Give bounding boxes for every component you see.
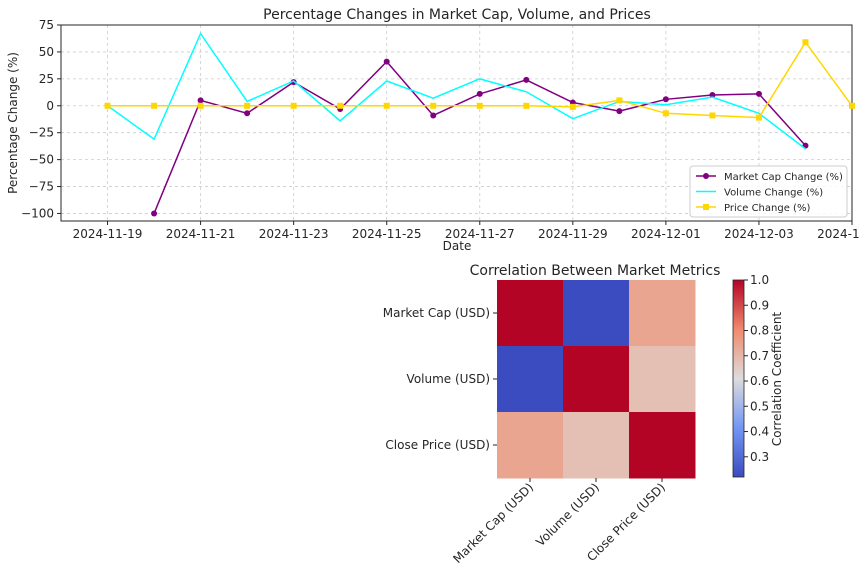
data-point	[616, 108, 623, 115]
data-point	[523, 102, 530, 109]
y-tick-label: 50	[39, 45, 54, 59]
legend-label: Volume Change (%)	[724, 188, 823, 199]
data-point	[569, 103, 576, 110]
series-1	[107, 32, 806, 150]
legend-label: Market Cap Change (%)	[724, 172, 843, 183]
colorbar-tick-label: 0.6	[750, 374, 769, 388]
y-tick-label: 25	[39, 72, 54, 86]
legend-frame	[689, 165, 848, 218]
row-label: Close Price (USD)	[385, 438, 490, 452]
colorbar-ticks: 1.0 0.9 0.8 0.7 0.6 0.5 0.4 0.3	[744, 273, 769, 464]
y-tick-label: −75	[29, 180, 54, 194]
data-point	[476, 102, 483, 109]
line-chart-legend: Market Cap Change (%) Volume Change (%) Pr…	[689, 165, 848, 218]
line-chart-y-ticks: 75 50 25 0 −25 −50 −75 −100	[21, 18, 61, 220]
data-point	[662, 96, 669, 103]
colorbar	[732, 279, 745, 478]
line-chart-plot-frame	[60, 24, 853, 222]
x-tick-label: 2024-11-27	[445, 227, 515, 241]
legend-marker	[703, 173, 709, 179]
data-point	[290, 102, 297, 109]
colorbar-label: Correlation Coefficient	[770, 312, 784, 447]
data-point	[430, 112, 437, 119]
series-line	[107, 32, 806, 150]
heatmap-cell	[563, 412, 630, 479]
y-tick-label: 0	[46, 99, 54, 113]
heatmap-cell	[563, 280, 630, 347]
x-tick-label: 2024-11-25	[352, 227, 422, 241]
line-chart-series	[104, 32, 855, 217]
data-point	[244, 110, 251, 117]
data-point	[523, 76, 530, 83]
line-chart-x-axis-label: Date	[443, 239, 472, 253]
x-tick-label: 2024-11-19	[73, 227, 143, 241]
heatmap-title: Correlation Between Market Metrics	[470, 263, 721, 279]
data-point	[755, 90, 762, 97]
col-label: Market Cap (USD)	[450, 480, 536, 566]
heatmap-cell	[497, 346, 564, 413]
data-point	[151, 102, 158, 109]
data-point	[290, 79, 297, 86]
heatmap-row-labels: Market Cap (USD) Volume (USD) Close Price …	[383, 306, 497, 452]
data-point	[383, 58, 390, 65]
x-tick-label: 2024-12-05	[817, 227, 860, 241]
data-point	[802, 39, 809, 46]
heatmap-cell	[497, 412, 564, 479]
data-point	[755, 114, 762, 121]
line-chart-x-ticks: 2024-11-19 2024-11-21 2024-11-23 2024-11-25…	[73, 221, 860, 241]
data-point	[197, 102, 204, 109]
heatmap-cell	[629, 346, 696, 413]
data-point	[244, 102, 251, 109]
heatmap-cells	[497, 280, 696, 479]
legend-marker	[703, 204, 709, 210]
x-tick-label: 2024-11-21	[166, 227, 236, 241]
data-point	[709, 112, 716, 119]
heatmap-cell	[629, 280, 696, 347]
colorbar-tick-label: 0.4	[750, 425, 769, 439]
x-tick-label: 2024-12-03	[724, 227, 794, 241]
line-chart: Percentage Changes in Market Cap, Volume…	[6, 7, 860, 253]
data-point	[662, 110, 669, 117]
data-point	[616, 97, 623, 104]
heatmap-col-labels: Market Cap (USD)Volume (USD)Close Price …	[450, 478, 668, 566]
data-point	[197, 97, 204, 104]
line-chart-y-axis-label: Percentage Change (%)	[6, 52, 20, 194]
series-0	[151, 58, 809, 217]
colorbar-tick-label: 0.5	[750, 399, 769, 413]
data-point	[849, 102, 855, 109]
legend-items: Market Cap Change (%) Volume Change (%) Pr…	[696, 172, 843, 214]
data-point	[430, 102, 437, 109]
legend-label: Price Change (%)	[724, 203, 810, 214]
y-tick-label: 75	[39, 18, 54, 32]
colorbar-tick-label: 1.0	[750, 273, 769, 287]
heatmap-cell	[629, 412, 696, 479]
data-point	[383, 102, 390, 109]
y-tick-label: −50	[29, 153, 54, 167]
colorbar-tick-label: 0.9	[750, 298, 769, 312]
data-point	[476, 90, 483, 97]
data-point	[709, 92, 716, 98]
row-label: Volume (USD)	[407, 372, 490, 386]
heatmap-cell	[497, 280, 564, 347]
line-chart-title: Percentage Changes in Market Cap, Volume…	[263, 7, 651, 23]
x-tick-label: 2024-11-23	[259, 227, 329, 241]
colorbar-tick-label: 0.8	[750, 324, 769, 338]
data-point	[337, 102, 344, 109]
data-point	[151, 210, 158, 217]
x-tick-label: 2024-12-01	[631, 227, 701, 241]
y-tick-label: −25	[29, 126, 54, 140]
row-label: Market Cap (USD)	[383, 306, 490, 320]
series-2	[104, 39, 855, 121]
data-point	[104, 102, 111, 109]
x-tick-label: 2024-11-29	[538, 227, 608, 241]
col-label: Volume (USD)	[533, 480, 602, 549]
heatmap-cell	[563, 346, 630, 413]
colorbar-tick-label: 0.3	[750, 450, 769, 464]
y-tick-label: −100	[21, 206, 54, 220]
heatmap-chart: Correlation Between Market Metrics Marke…	[383, 263, 784, 566]
colorbar-tick-label: 0.7	[750, 349, 769, 363]
